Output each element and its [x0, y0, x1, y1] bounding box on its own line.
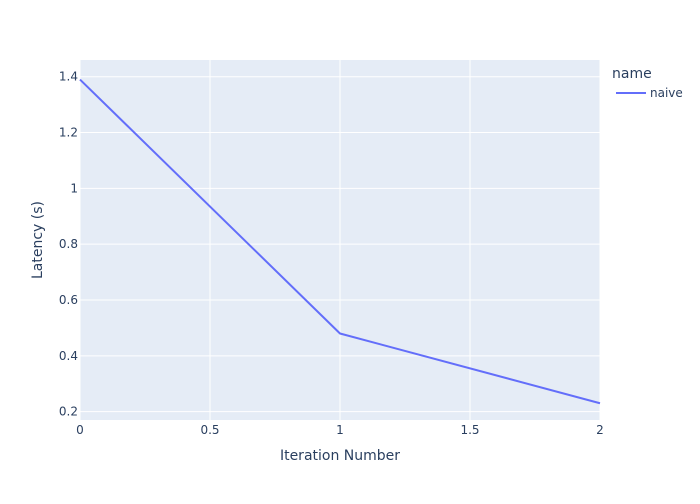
x-tick-label: 2 [596, 423, 604, 437]
tick-labels: 0 0.5 1 1.5 2 0.2 0.4 0.6 0.8 1 1.2 1.4 [59, 70, 604, 437]
y-tick-label: 0.8 [59, 237, 78, 251]
y-tick-label: 0.2 [59, 405, 78, 419]
y-tick-label: 1.2 [59, 126, 78, 140]
y-tick-label: 0.4 [59, 349, 78, 363]
y-tick-label: 0.6 [59, 293, 78, 307]
legend-label: naive [650, 86, 683, 100]
y-tick-label: 1.4 [59, 70, 78, 84]
series-line-naive[interactable] [79, 78, 601, 405]
x-tick-label: 1.5 [460, 423, 479, 437]
x-tick-label: 0 [76, 423, 84, 437]
grid-lines [79, 60, 601, 420]
y-tick-label: 1 [70, 181, 78, 195]
x-tick-label: 1 [336, 423, 344, 437]
series-layer [79, 78, 601, 405]
y-axis-title: Latency (s) [30, 201, 46, 279]
legend-title: name [612, 66, 652, 82]
legend: name naive [612, 66, 683, 100]
x-tick-label: 0.5 [200, 423, 219, 437]
legend-item-naive[interactable]: naive [616, 86, 683, 100]
x-axis-title: Iteration Number [280, 448, 400, 464]
